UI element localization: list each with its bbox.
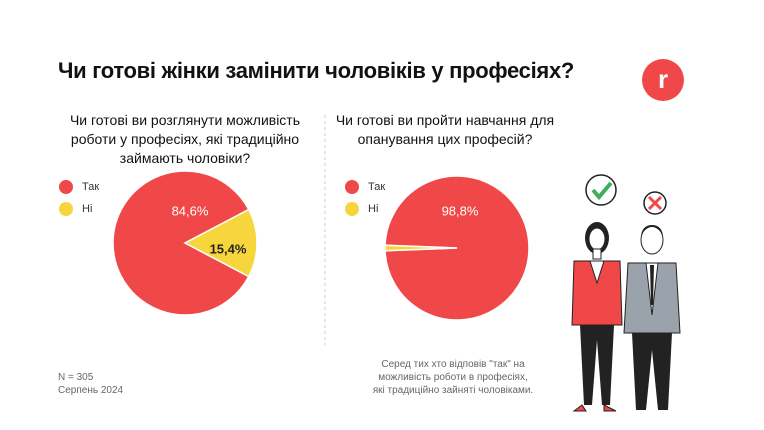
illustration	[571, 174, 681, 412]
logo-text: r	[658, 64, 668, 94]
legend-label: Ні	[368, 203, 378, 215]
logo: r	[642, 59, 684, 101]
data-label: 98,8%	[442, 203, 479, 218]
charts: Так Ні 84,6% 15,4% Так Ні 98,8%	[59, 115, 530, 345]
legend-label: Так	[368, 181, 385, 193]
pie-slice	[183, 208, 258, 278]
chart-title: Чи готові ви розглянути можливість робот…	[69, 112, 301, 166]
legend-label: Ні	[82, 203, 92, 215]
page-title: Чи готові жінки замінити чоловіків у про…	[58, 58, 575, 83]
date: Серпень 2024	[58, 385, 124, 396]
pie-slice	[384, 244, 458, 252]
note: Серед тих хто відповів "так" на можливіс…	[372, 359, 534, 396]
legend-marker	[345, 180, 359, 194]
pie-slice	[112, 170, 250, 316]
legend-marker	[59, 202, 73, 216]
sample-size: N = 305	[58, 372, 94, 383]
legend-marker	[59, 180, 73, 194]
chart-title: Чи готові ви пройти навчання для опанува…	[335, 112, 555, 147]
data-label: 84,6%	[172, 203, 209, 218]
legend-label: Так	[82, 181, 99, 193]
data-label: 15,4%	[210, 241, 247, 256]
legend-marker	[345, 202, 359, 216]
